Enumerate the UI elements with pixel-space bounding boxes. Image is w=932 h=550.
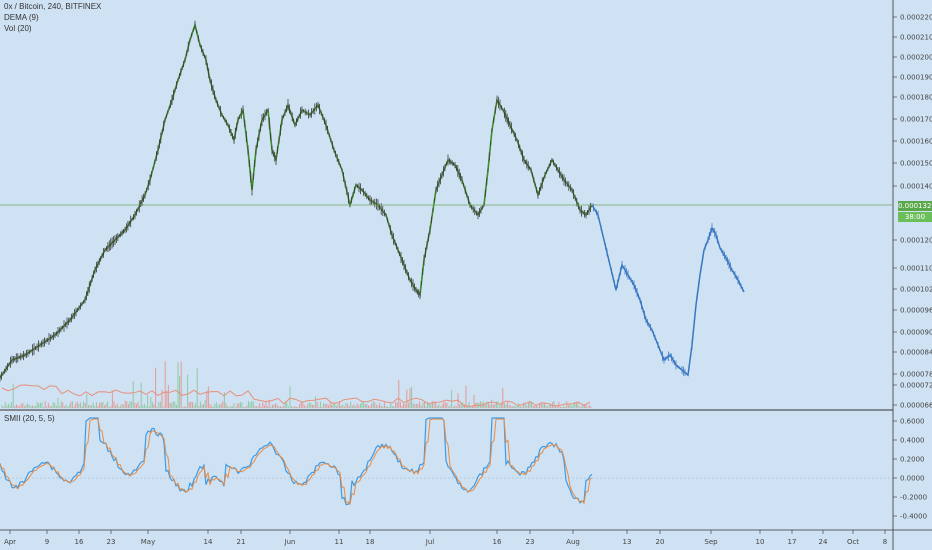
date-tick-label: 20 — [656, 538, 665, 546]
date-tick-label: Oct — [847, 538, 859, 546]
price-tick-label: 0.00017000 — [900, 116, 932, 124]
date-tick-label: 17 — [788, 538, 797, 546]
price-tick-label: 0.00016000 — [900, 138, 932, 146]
osc-tick-label: -0.4000 — [900, 513, 927, 521]
osc-tick-label: 0.0000 — [900, 475, 925, 483]
price-tick-label: 0.00012000 — [900, 237, 932, 245]
price-tick-label: 0.00006650 — [900, 402, 932, 410]
date-tick-label: 21 — [237, 538, 246, 546]
date-tick-label: 24 — [819, 538, 828, 546]
price-tick-label: 0.00008400 — [900, 349, 932, 357]
price-tick-label: 0.00010200 — [900, 286, 932, 294]
date-tick-label: 23 — [107, 538, 116, 546]
date-tick-label: Aug — [566, 538, 580, 546]
price-tick-label: 0.00015000 — [900, 160, 932, 168]
date-tick-label: 11 — [335, 538, 344, 546]
osc-tick-label: 0.6000 — [900, 418, 925, 426]
price-tick-label: 0.00018000 — [900, 94, 932, 102]
date-tick-label: Sep — [704, 538, 718, 546]
date-tick-label: Jul — [425, 538, 435, 546]
price-pane[interactable] — [0, 20, 745, 382]
oscillator-axis[interactable]: 0.6000 0.4000 0.2000 0.0000 -0.2000 -0.4000 — [893, 418, 927, 521]
price-tick-label: 0.00009600 — [900, 307, 932, 315]
osc-tick-label: -0.2000 — [900, 494, 927, 502]
date-tick-label: 13 — [623, 538, 632, 546]
price-tick-label: 0.00014000 — [900, 183, 932, 191]
volume-legend[interactable]: Vol (20) — [4, 24, 32, 33]
price-tick-label: 0.00007800 — [900, 371, 932, 379]
smii-legend[interactable]: SMII (20, 5, 5) — [4, 414, 55, 423]
price-tick-label: 0.00011000 — [900, 265, 932, 273]
price-axis[interactable]: 0.00022000 0.00021000 0.00020000 0.00019000… — [893, 14, 932, 410]
date-tick-label: 8 — [883, 538, 887, 546]
date-tick-label: 16 — [75, 538, 84, 546]
last-price-tag: 0.00013276 — [898, 201, 932, 211]
price-tick-label: 0.00021000 — [900, 34, 932, 42]
smii-signal-line — [0, 418, 593, 506]
date-tick-label: 16 — [493, 538, 502, 546]
volume-bars — [1, 361, 592, 408]
date-tick-label: Jun — [284, 538, 296, 546]
dema-legend[interactable]: DEMA (9) — [4, 13, 39, 22]
price-tick-label: 0.00019000 — [900, 74, 932, 82]
oscillator-pane[interactable] — [0, 417, 893, 506]
price-tick-label: 0.00022000 — [900, 14, 932, 22]
price-tick-label: 0.00020000 — [900, 54, 932, 62]
countdown-tag: 38:00 — [898, 212, 932, 222]
date-tick-label: 18 — [366, 538, 375, 546]
date-tick-label: Apr — [4, 538, 16, 546]
price-tick-label: 0.00009000 — [900, 329, 932, 337]
date-tick-label: 14 — [204, 538, 213, 546]
date-tick-label: 23 — [526, 538, 535, 546]
volume-ma-line — [1, 384, 591, 408]
dema-line — [0, 22, 593, 379]
date-tick-label: 10 — [756, 538, 765, 546]
date-tick-label: 9 — [45, 538, 49, 546]
price-tick-label: 0.00007200 — [900, 382, 932, 390]
projection-line — [591, 204, 745, 377]
date-axis[interactable]: Apr 9 16 23 May 14 21 Jun 11 18 Jul 16 23 Aug 13 20 Sep 1… — [4, 530, 887, 546]
osc-tick-label: 0.4000 — [900, 437, 925, 445]
symbol-legend[interactable]: 0x / Bitcoin, 240, BITFINEX — [4, 2, 102, 11]
date-tick-label: May — [141, 538, 155, 546]
osc-tick-label: 0.2000 — [900, 456, 925, 464]
